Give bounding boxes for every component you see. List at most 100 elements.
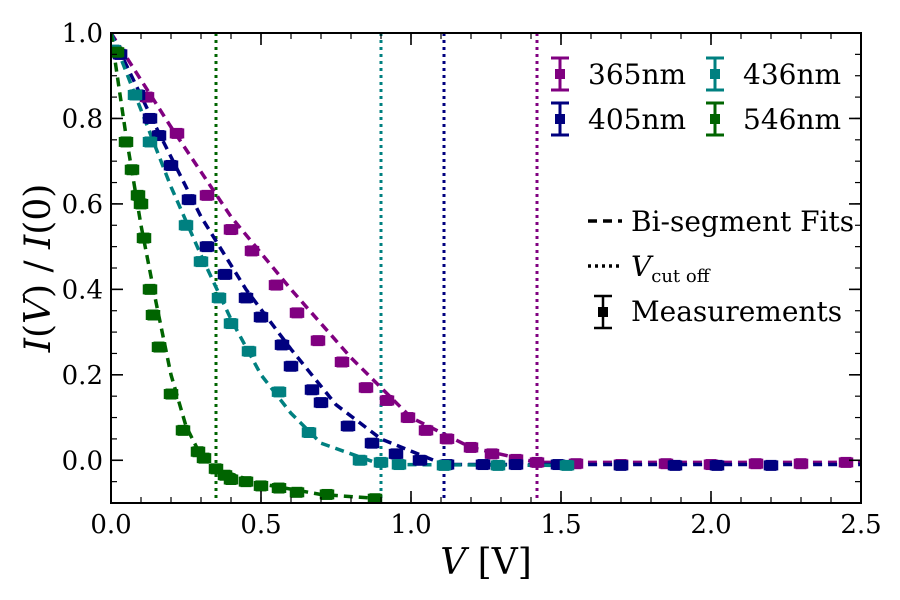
data-point-405nm (388, 448, 404, 460)
data-point-365nm (244, 245, 260, 257)
measurement-points (111, 44, 854, 503)
data-point-365nm (199, 189, 215, 201)
data-point-405nm (313, 397, 329, 409)
legend-label-546nm: 546nm (743, 103, 841, 136)
data-point-436nm (178, 219, 194, 231)
data-point-365nm (838, 456, 854, 468)
data-point-546nm (136, 232, 152, 244)
fit-curve-436nm (111, 33, 568, 468)
legend-cutoff-label: Vcut off (631, 250, 711, 287)
x-tick-label: 0.5 (240, 510, 281, 540)
data-point-365nm (748, 458, 764, 470)
legend-entry-365nm: 365nm (551, 56, 686, 92)
data-point-405nm (709, 459, 725, 471)
data-point-405nm (274, 339, 290, 351)
data-point-546nm (124, 164, 140, 176)
data-point-365nm (334, 356, 350, 368)
data-point-405nm (304, 384, 320, 396)
data-point-405nm (475, 459, 491, 471)
x-axis-title: V [V] (440, 542, 532, 583)
data-point-546nm (111, 46, 125, 58)
data-point-405nm (151, 130, 167, 142)
data-point-405nm (253, 311, 269, 323)
data-point-546nm (271, 482, 287, 494)
data-point-365nm (358, 382, 374, 394)
data-point-405nm (283, 360, 299, 372)
x-tick-label: 2.5 (840, 510, 881, 540)
data-point-436nm (211, 292, 227, 304)
data-point-405nm (238, 292, 254, 304)
x-tick-label: 2.0 (690, 510, 731, 540)
cutoff-lines (214, 33, 539, 503)
legend-fit-label: Bi-segment Fits (631, 205, 854, 238)
data-point-546nm (253, 480, 269, 492)
legend-label-405nm: 405nm (588, 103, 686, 136)
data-point-436nm (373, 456, 389, 468)
data-point-436nm (271, 386, 287, 398)
x-tick-label: 1.5 (540, 510, 581, 540)
data-point-365nm (310, 335, 326, 347)
data-point-436nm (391, 459, 407, 471)
data-point-546nm (196, 452, 212, 464)
data-point-365nm (529, 456, 545, 468)
legend-label-436nm: 436nm (743, 58, 841, 91)
fit-curve-365nm (111, 33, 861, 465)
data-point-436nm (127, 89, 143, 101)
data-point-365nm (463, 441, 479, 453)
data-point-546nm (163, 388, 179, 400)
y-tick-label: 0.8 (62, 104, 103, 134)
legend-entry-436nm: 436nm (706, 56, 841, 92)
data-point-546nm (238, 476, 254, 488)
data-point-405nm (217, 268, 233, 280)
data-point-365nm (400, 412, 416, 424)
data-point-405nm (340, 420, 356, 432)
data-point-405nm (412, 454, 428, 466)
data-point-436nm (223, 318, 239, 330)
data-point-546nm (223, 474, 239, 485)
data-point-365nm (379, 394, 395, 406)
legend-styles: Bi-segment Fits Vcut off Measurements (588, 205, 854, 330)
legend-series: 365nm 436nm 405nm 546nm (551, 56, 841, 137)
legend-measurements-label: Measurements (631, 295, 842, 328)
fit-curve-546nm (111, 33, 382, 501)
data-point-436nm (436, 459, 452, 471)
x-tick-label: 0.0 (90, 510, 131, 540)
data-point-405nm (667, 459, 683, 471)
data-point-436nm (142, 136, 158, 148)
data-point-405nm (508, 459, 524, 471)
data-point-405nm (163, 159, 179, 171)
tick-labels: 0.0 0.5 1.0 1.5 2.0 2.5 0.0 0.2 0.4 0.6 0.8 1.0 (62, 19, 882, 540)
plot-frame (110, 32, 862, 504)
data-point-546nm (289, 486, 305, 498)
plot-area (111, 33, 861, 503)
data-point-365nm (289, 307, 305, 319)
data-point-546nm (319, 488, 335, 500)
x-tick-label: 1.0 (390, 510, 431, 540)
data-point-365nm (484, 448, 500, 460)
data-point-546nm (142, 283, 158, 295)
data-point-546nm (175, 424, 191, 436)
data-point-365nm (418, 424, 434, 436)
data-point-436nm (352, 454, 368, 466)
fit-curve-405nm (111, 33, 861, 467)
data-point-365nm (268, 279, 284, 291)
data-point-436nm (301, 427, 317, 438)
data-point-436nm (559, 459, 575, 471)
legend-entry-546nm: 546nm (706, 101, 841, 137)
data-point-405nm (613, 459, 629, 471)
data-point-546nm (130, 189, 146, 201)
data-point-405nm (199, 241, 215, 253)
legend-entry-405nm: 405nm (551, 101, 686, 137)
y-tick-label: 0.4 (62, 275, 103, 305)
data-point-365nm (169, 127, 185, 139)
data-point-546nm (145, 309, 161, 321)
y-tick-label: 0.2 (62, 361, 103, 391)
data-point-405nm (364, 437, 380, 449)
data-point-546nm (118, 136, 134, 148)
legend-errorbar-sample (594, 294, 612, 330)
y-axis-title: I(V) / I(0) (18, 184, 59, 354)
data-point-436nm (193, 256, 209, 268)
y-tick-label: 1.0 (62, 19, 103, 49)
data-point-546nm (151, 341, 167, 353)
